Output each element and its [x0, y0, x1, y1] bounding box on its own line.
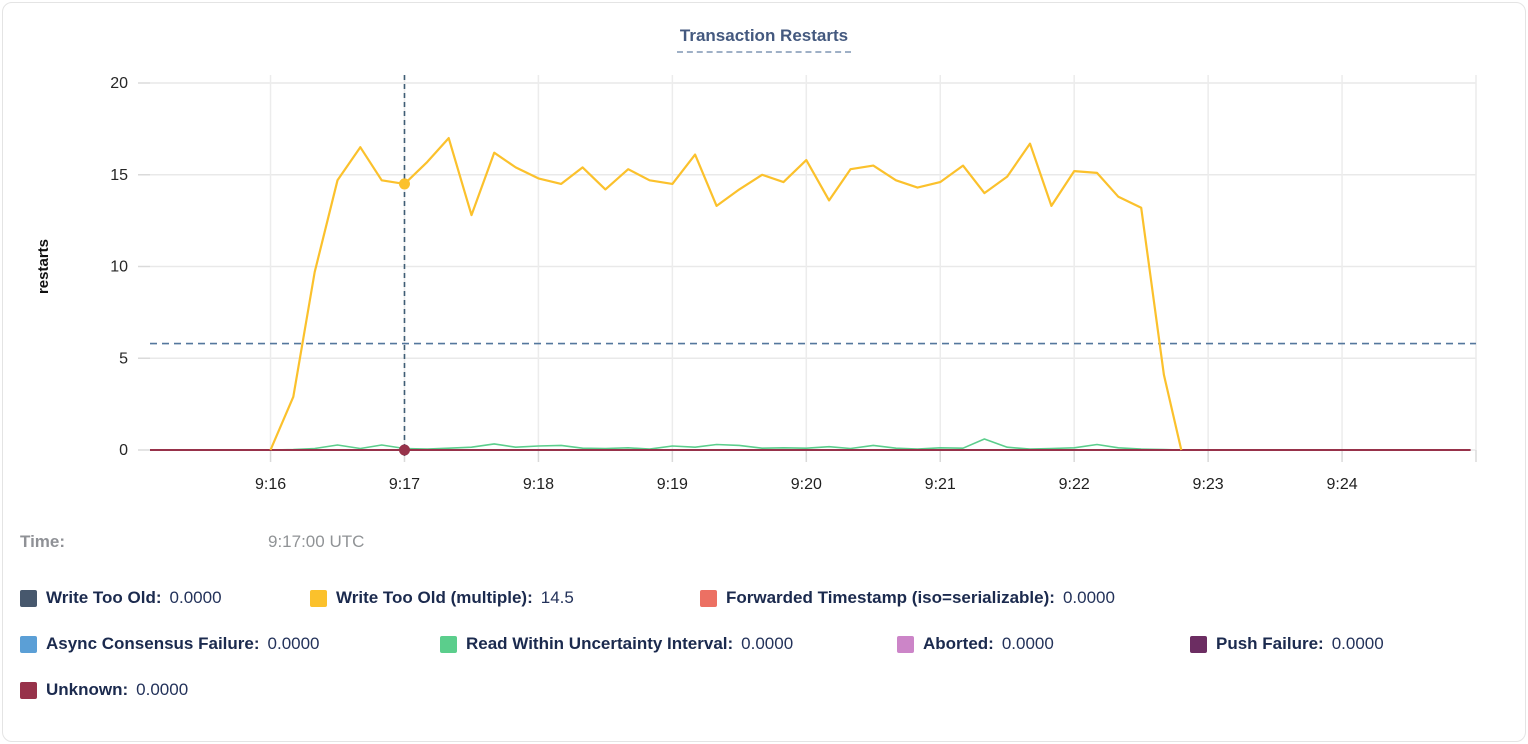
- legend-item: Forwarded Timestamp (iso=serializable): 0…: [700, 588, 1115, 608]
- x-tick-label: 9:21: [925, 476, 956, 493]
- y-tick-label: 5: [119, 350, 128, 367]
- legend-row: Unknown: 0.0000: [20, 680, 1520, 704]
- legend-value: 0.0000: [267, 634, 320, 653]
- chart-title-wrap: Transaction Restarts: [0, 26, 1528, 53]
- legend-label: Read Within Uncertainty Interval:: [466, 634, 734, 653]
- legend-value: 0.0000: [1331, 634, 1384, 653]
- legend-label: Aborted:: [923, 634, 994, 653]
- y-tick-label: 15: [110, 167, 128, 184]
- legend-label: Push Failure:: [1216, 634, 1324, 653]
- legend-value: 0.0000: [136, 680, 189, 699]
- legend-swatch-icon: [1190, 635, 1207, 653]
- crosshair-dot: [398, 178, 410, 190]
- hover-time-row: Time: 9:17:00 UTC: [20, 532, 1510, 556]
- x-tick-label: 9:19: [657, 476, 688, 493]
- crosshair-dot: [398, 444, 410, 456]
- y-tick-label: 0: [119, 442, 128, 459]
- legend-swatch-icon: [20, 681, 37, 699]
- legend-label: Async Consensus Failure:: [46, 634, 260, 653]
- legend-swatch-icon: [20, 589, 37, 607]
- legend-item: Unknown: 0.0000: [20, 680, 188, 700]
- x-tick-label: 9:16: [255, 476, 286, 493]
- legend-item: Write Too Old: 0.0000: [20, 588, 222, 608]
- y-tick-label: 20: [110, 75, 128, 92]
- time-label: Time:: [20, 532, 66, 551]
- legend-value: 0.0000: [1062, 588, 1115, 607]
- legend-value: 0.0000: [169, 588, 222, 607]
- x-tick-label: 9:23: [1193, 476, 1224, 493]
- series-line-write-too-old-multiple-: [269, 137, 1183, 451]
- legend-swatch-icon: [700, 589, 717, 607]
- legend-row: Write Too Old: 0.0000 Write Too Old (multi…: [20, 588, 1520, 612]
- legend-label: Unknown:: [46, 680, 129, 699]
- legend-row: Async Consensus Failure: 0.0000 Read Withi…: [20, 634, 1520, 658]
- x-tick-label: 9:24: [1326, 476, 1357, 493]
- legend-swatch-icon: [897, 635, 914, 653]
- legend-item: Push Failure: 0.0000: [1190, 634, 1384, 654]
- legend-item: Async Consensus Failure: 0.0000: [20, 634, 320, 654]
- legend-label: Write Too Old:: [46, 588, 162, 607]
- legend-value: 0.0000: [741, 634, 794, 653]
- x-tick-label: 9:17: [389, 476, 420, 493]
- legend-value: 14.5: [540, 588, 574, 607]
- y-tick-label: 10: [110, 259, 128, 276]
- legend-item: Aborted: 0.0000: [897, 634, 1054, 654]
- x-tick-label: 9:18: [523, 476, 554, 493]
- legend-swatch-icon: [20, 635, 37, 653]
- legend-swatch-icon: [440, 635, 457, 653]
- legend-label: Write Too Old (multiple):: [336, 588, 533, 607]
- y-axis-label: restarts: [35, 239, 52, 294]
- time-value: 9:17:00 UTC: [268, 532, 365, 551]
- legend-item: Read Within Uncertainty Interval: 0.0000: [440, 634, 793, 654]
- legend-swatch-icon: [310, 589, 327, 607]
- legend-item: Write Too Old (multiple): 14.5: [310, 588, 574, 608]
- legend-label: Forwarded Timestamp (iso=serializable):: [726, 588, 1055, 607]
- legend-value: 0.0000: [1001, 634, 1054, 653]
- restarts-chart[interactable]: 0 5 10 15 20 9:16 9:17 9:18 9:19 9:20 9:21 9:22 9:23…: [0, 0, 1528, 512]
- x-tick-label: 9:22: [1059, 476, 1090, 493]
- x-tick-label: 9:20: [791, 476, 822, 493]
- chart-title[interactable]: Transaction Restarts: [676, 26, 852, 53]
